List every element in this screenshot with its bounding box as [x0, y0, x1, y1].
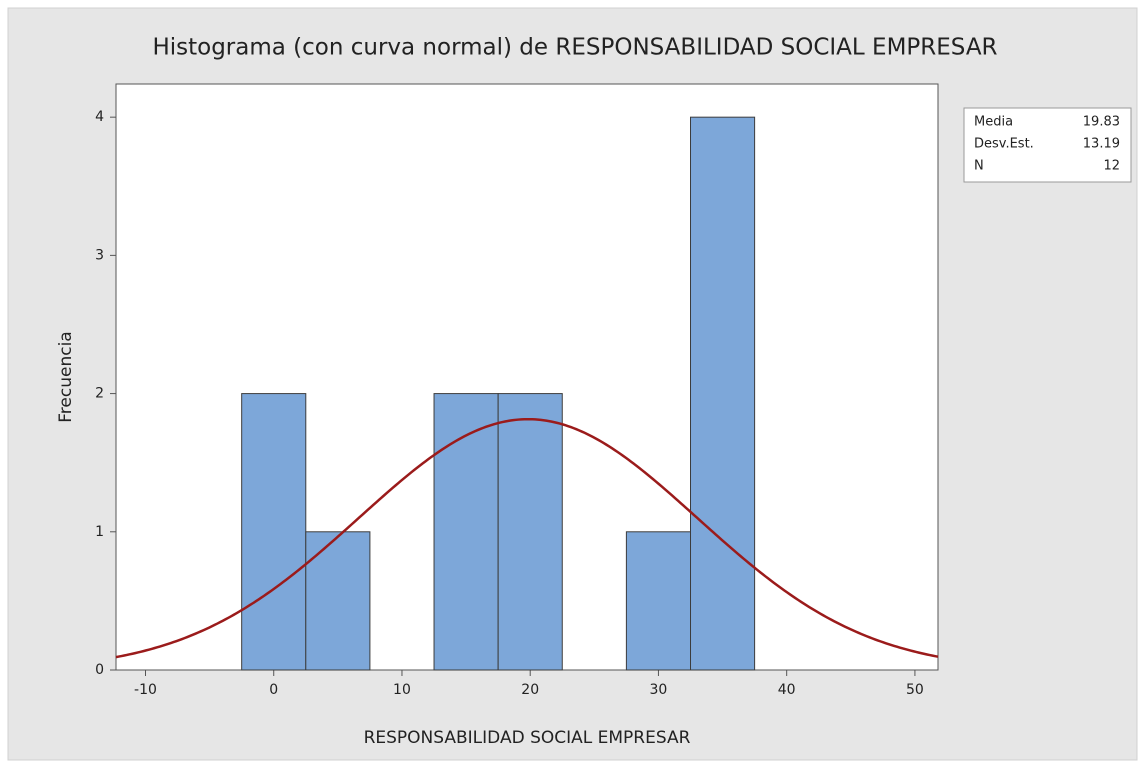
- y-tick-label: 2: [95, 386, 104, 402]
- histogram-bar: [305, 531, 371, 671]
- stat-value: 12: [1103, 159, 1120, 174]
- stat-value: 13.19: [1083, 137, 1120, 152]
- histogram-bar: [241, 393, 307, 671]
- y-tick-label: 3: [95, 247, 104, 263]
- histogram-bar: [625, 531, 692, 671]
- x-tick-label: 30: [650, 682, 668, 698]
- x-tick-label: -10: [134, 682, 157, 698]
- stat-label: Media: [974, 115, 1013, 130]
- y-tick-label: 1: [95, 524, 104, 540]
- x-axis-label: RESPONSABILIDAD SOCIAL EMPRESAR: [364, 728, 691, 748]
- histogram-bar: [690, 116, 756, 671]
- x-tick-label: 10: [393, 682, 411, 698]
- y-axis-label: Frecuencia: [56, 331, 76, 422]
- x-tick-label: 0: [269, 682, 278, 698]
- histogram-bar: [497, 393, 563, 671]
- y-tick-label: 4: [95, 109, 104, 125]
- histogram-bar: [433, 393, 499, 671]
- stats-box: [963, 107, 1132, 183]
- chart-title: Histograma (con curva normal) de RESPONS…: [152, 35, 997, 61]
- y-tick-label: 0: [95, 662, 104, 678]
- x-tick-label: 40: [778, 682, 796, 698]
- stat-label: N: [974, 159, 984, 174]
- normal-curve: [115, 417, 939, 659]
- x-tick-label: 50: [906, 682, 924, 698]
- x-tick-label: 20: [521, 682, 539, 698]
- stat-value: 19.83: [1083, 115, 1120, 130]
- stat-label: Desv.Est.: [974, 137, 1034, 152]
